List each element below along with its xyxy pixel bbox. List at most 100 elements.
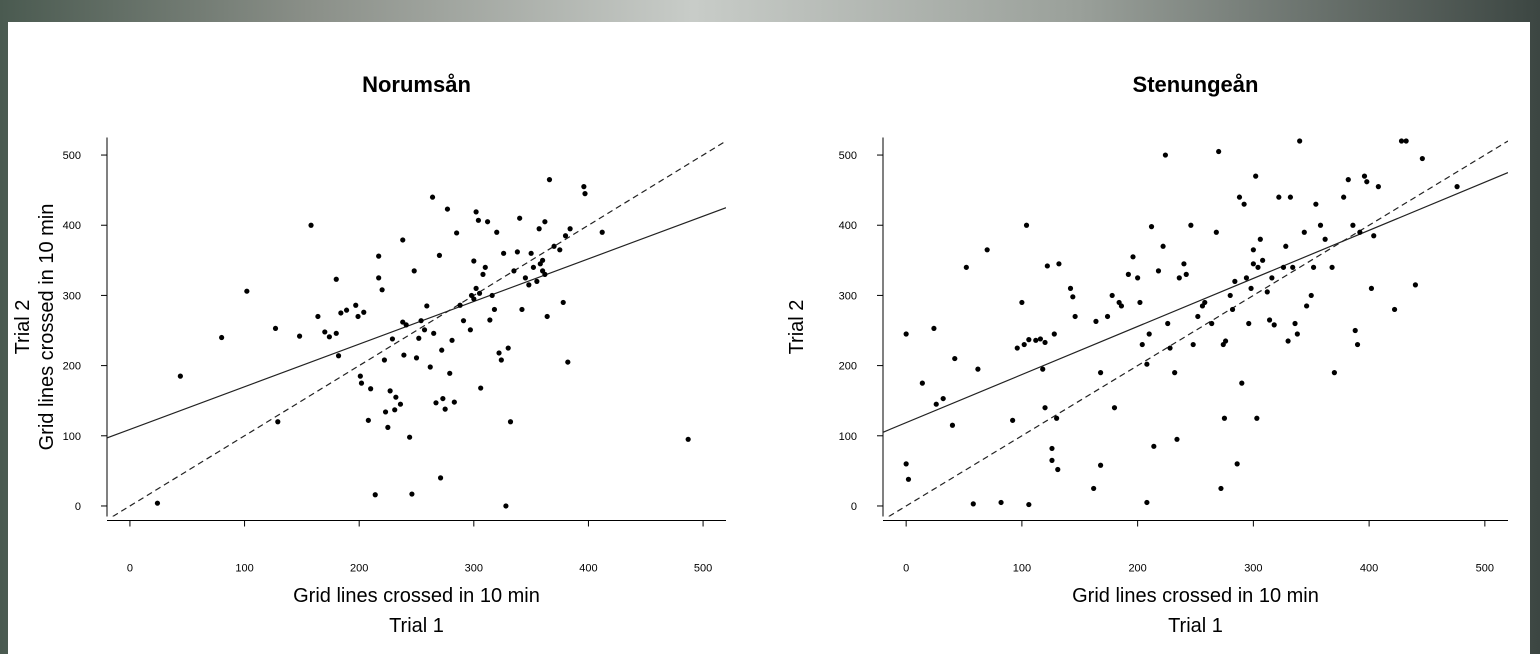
point	[1419, 155, 1425, 162]
point	[368, 386, 374, 392]
point	[903, 331, 909, 337]
point	[542, 219, 548, 225]
point	[1167, 345, 1173, 351]
x-tick-label: 400	[579, 563, 597, 575]
y-axis-label: Trial 2	[786, 300, 808, 355]
point	[998, 499, 1004, 506]
point	[1375, 184, 1381, 190]
point	[1341, 194, 1347, 200]
point	[471, 258, 477, 264]
point	[1104, 313, 1111, 320]
y-tick-label: 300	[63, 290, 81, 302]
point	[1403, 138, 1409, 144]
point	[447, 370, 453, 376]
point	[1317, 222, 1324, 228]
point	[542, 271, 548, 277]
point	[511, 268, 517, 274]
point	[1222, 338, 1229, 344]
point	[392, 407, 398, 413]
point	[544, 313, 550, 320]
point	[177, 373, 183, 379]
point	[416, 335, 422, 341]
point	[1037, 336, 1044, 342]
point	[436, 252, 443, 259]
point	[1040, 366, 1046, 372]
point	[1227, 292, 1233, 299]
y-tick-label: 200	[839, 361, 857, 373]
point	[475, 217, 481, 223]
plot-area	[883, 138, 1508, 517]
point	[560, 299, 566, 306]
point	[536, 226, 542, 232]
point	[358, 380, 365, 386]
point	[581, 184, 587, 190]
point	[1301, 229, 1307, 235]
point	[379, 287, 385, 293]
point	[333, 276, 339, 282]
point	[1243, 275, 1250, 281]
point	[1162, 152, 1169, 158]
point	[451, 399, 457, 405]
point	[1148, 224, 1155, 230]
point	[431, 330, 437, 336]
point	[1155, 268, 1162, 274]
point	[421, 327, 428, 333]
point	[1165, 320, 1171, 327]
point	[1172, 370, 1178, 376]
point	[1183, 271, 1189, 277]
point	[562, 233, 569, 239]
point	[565, 359, 571, 365]
point	[1371, 233, 1377, 239]
point	[1091, 485, 1097, 492]
point	[487, 317, 493, 323]
point	[1345, 177, 1351, 183]
point	[381, 357, 388, 363]
point	[1254, 415, 1260, 421]
x-tick-label: 0	[903, 563, 909, 575]
point	[1364, 179, 1370, 185]
y-tick-label: 500	[63, 150, 81, 162]
point	[1023, 222, 1030, 228]
plot-area	[107, 140, 726, 517]
point	[539, 257, 546, 263]
point	[1176, 275, 1182, 281]
x-axis-label: Trial 1	[389, 615, 444, 637]
point	[551, 243, 557, 249]
point	[507, 419, 514, 425]
point	[1174, 436, 1180, 442]
point	[454, 230, 460, 236]
point	[975, 366, 981, 372]
point	[1322, 236, 1328, 242]
reference-line	[888, 140, 1508, 517]
x-tick-label: 200	[1128, 563, 1146, 575]
point	[403, 322, 409, 328]
point	[296, 333, 303, 339]
point	[219, 334, 225, 341]
point	[427, 364, 433, 370]
y-tick-label: 400	[63, 220, 81, 232]
point	[424, 303, 430, 309]
point	[1070, 294, 1076, 300]
point	[505, 345, 511, 351]
point	[353, 302, 359, 308]
point	[1308, 292, 1314, 299]
point	[903, 461, 909, 467]
point	[1234, 461, 1240, 467]
point	[1454, 184, 1460, 190]
point	[1067, 285, 1074, 291]
point	[1021, 341, 1027, 348]
point	[685, 436, 691, 442]
point	[372, 492, 378, 498]
point	[413, 355, 420, 361]
y-tick-label: 0	[75, 501, 81, 513]
y-tick-label: 0	[851, 501, 857, 513]
point	[1283, 243, 1289, 249]
point	[1202, 299, 1208, 306]
point	[1257, 236, 1263, 242]
point	[528, 250, 534, 256]
point	[1118, 303, 1125, 309]
y-tick-label: 200	[63, 361, 81, 373]
point	[1260, 257, 1266, 263]
point	[418, 318, 424, 324]
